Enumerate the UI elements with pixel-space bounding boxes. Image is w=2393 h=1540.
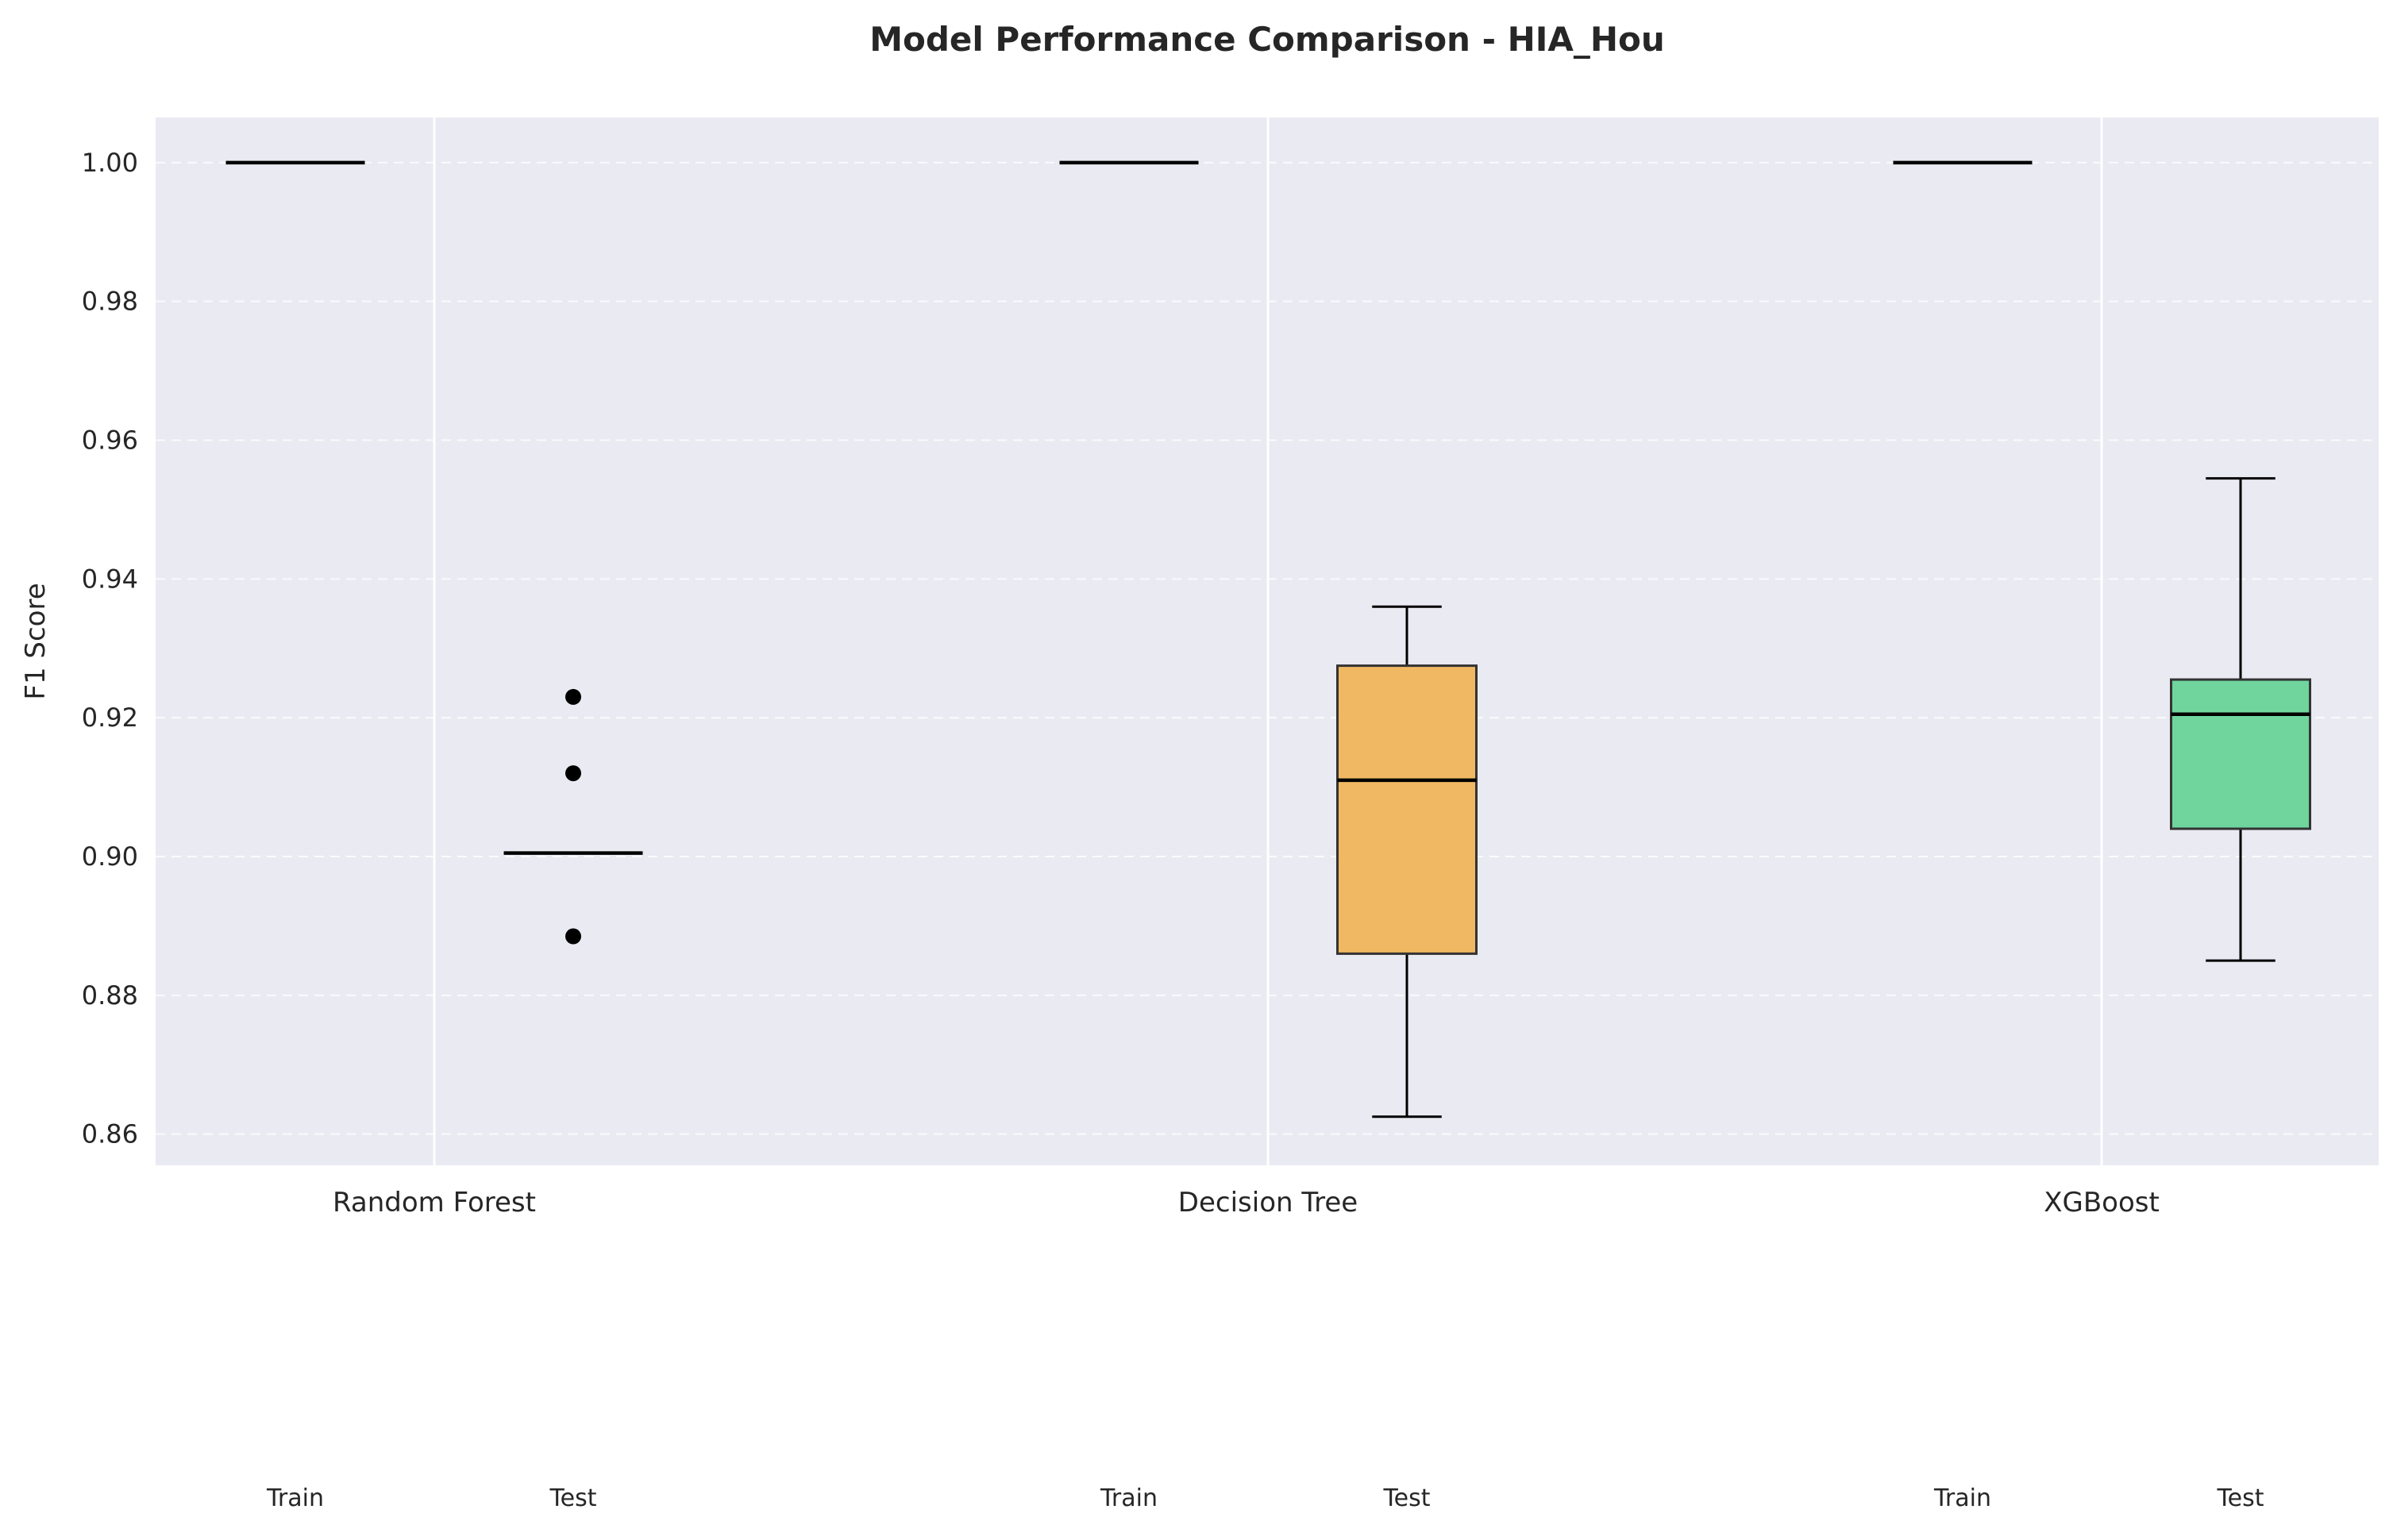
split-label-train: Train <box>1933 1484 1991 1512</box>
marks-layer <box>225 160 2311 1118</box>
category-label: XGBoost <box>2044 1187 2160 1219</box>
chart-title: Model Performance Comparison - HIA_Hou <box>869 20 1665 59</box>
box-body <box>2170 678 2311 830</box>
box-decision-tree-test <box>1336 605 1478 1118</box>
category-label: Decision Tree <box>1178 1187 1358 1219</box>
outlier-point <box>565 688 581 705</box>
split-label-test: Test <box>2216 1484 2264 1512</box>
y-tick-label: 0.98 <box>82 287 138 317</box>
split-label-test: Test <box>1382 1484 1430 1512</box>
y-tick-label: 0.92 <box>82 703 138 733</box>
y-axis-label: F1 Score <box>20 583 52 699</box>
split-label-train: Train <box>266 1484 324 1512</box>
split-label-test: Test <box>549 1484 596 1512</box>
category-label: Random Forest <box>333 1187 536 1219</box>
y-tick-label: 0.96 <box>82 425 138 455</box>
outlier-point <box>565 928 581 945</box>
y-tick-label: 0.86 <box>82 1119 138 1149</box>
y-tick-label: 0.88 <box>82 980 138 1011</box>
box-random-forest-test <box>503 688 643 945</box>
y-tick-label: 1.00 <box>82 148 138 178</box>
y-tick-label: 0.94 <box>82 564 138 594</box>
grid-layer <box>156 117 2379 1165</box>
split-label-train: Train <box>1100 1484 1158 1512</box>
box-xgboost-test <box>2170 477 2311 962</box>
outlier-point <box>565 765 581 782</box>
labels-layer: 0.86 0.88 0.90 0.92 0.94 0.96 0.98 1.00 Random F… <box>82 148 2264 1512</box>
y-tick-label: 0.90 <box>82 841 138 872</box>
box-body <box>1336 664 1478 955</box>
